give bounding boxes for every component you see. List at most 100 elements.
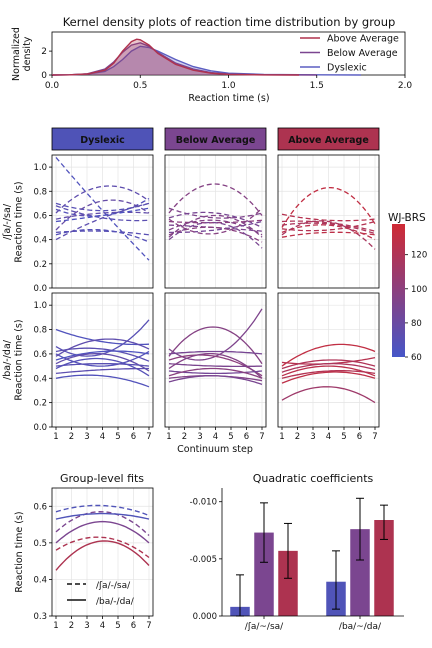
- facet-fit-line: [281, 370, 376, 379]
- facet-panel: [164, 154, 267, 289]
- group-fit-line: [55, 536, 150, 559]
- density-x-tick-label: 0.5: [133, 81, 147, 91]
- group-fit-line: [55, 510, 150, 537]
- row-label-sh-sa-line: Reaction time (s): [14, 181, 25, 262]
- facet-x-tick-label: 7: [372, 432, 377, 442]
- facet-fit-line: [55, 197, 150, 217]
- group-fits-x-tick-label: 5: [115, 621, 120, 631]
- coefficient-bar: [278, 550, 298, 616]
- row-label-sh-sa: /ʃa/-/sa/Reaction time (s): [2, 181, 25, 262]
- group-fits-y-tick-label: 0.4: [33, 575, 47, 585]
- density-x-tick-label: 1.0: [221, 81, 236, 91]
- facet-fit-line: [55, 156, 150, 261]
- coefficient-bar: [374, 520, 394, 616]
- coefficients-y-tick-label: -0.005: [190, 555, 217, 565]
- group-fits-y-label: Reaction time (s): [14, 511, 25, 592]
- group-fits-legend-label: /ba/-/da/: [96, 597, 135, 607]
- facet-header-2: [164, 127, 267, 151]
- group-fits-x-tick-label: 4: [100, 621, 105, 631]
- facet-fit-line: [55, 202, 150, 241]
- facet-x-tick-label: 3: [84, 432, 89, 442]
- coefficients-y-tick-label: 0.000: [193, 612, 217, 622]
- facet-y-tick-label: 0.0: [33, 423, 47, 433]
- facet-x-tick-label: 1: [166, 432, 171, 442]
- facet-fit-line: [55, 350, 150, 367]
- facet-header-3: [277, 127, 380, 151]
- facet-fit-line: [55, 357, 150, 377]
- density-y-tick-label: 0: [41, 71, 47, 81]
- facet-x-tick-label: 4: [326, 432, 331, 442]
- density-legend-label: Below Average: [327, 48, 398, 59]
- facet-fit-line: [168, 350, 263, 355]
- facet-fit-line: [168, 352, 263, 379]
- density-panel: Kernel density plots of reaction time di…: [11, 15, 412, 104]
- facet-y-tick-label: 0.4: [33, 374, 47, 384]
- facet-y-tick-label: 1.0: [33, 301, 47, 311]
- facet-x-tick-label: 4: [213, 432, 218, 442]
- coefficients-y-tick-label: -0.010: [190, 498, 217, 508]
- group-fits-legend-label: /ʃa/-/sa/: [96, 581, 131, 591]
- facet-fit-line: [55, 350, 150, 361]
- group-fit-line: [55, 540, 150, 571]
- group-fits-y-tick-label: 0.6: [33, 502, 47, 512]
- facet-fit-line: [168, 219, 263, 236]
- facet-frame: [164, 154, 267, 289]
- colorbar-bar: [392, 224, 405, 357]
- facet-fit-line: [168, 207, 263, 219]
- facet-panel: [277, 154, 380, 289]
- facet-y-tick-label: 0.4: [33, 236, 47, 246]
- colorbar-label: WJ-BRS: [388, 212, 426, 224]
- row-label-ba-da-line: /ba/-/da/: [2, 339, 13, 380]
- colorbar-tick-label: 100: [411, 285, 427, 295]
- colorbar: WJ-BRS 60 80 100 120: [388, 212, 427, 363]
- colorbar-tick-label: 120: [411, 251, 427, 261]
- facet-x-tick-label: 7: [259, 432, 264, 442]
- density-fill: [52, 42, 317, 75]
- coefficients-x-tick-label: /ʃa/~/sa/: [245, 622, 284, 632]
- facet-fit-line: [281, 224, 376, 241]
- facet-fit-line: [168, 367, 263, 379]
- density-legend-label: Dyslexic: [327, 63, 367, 74]
- facet-y-tick-label: 0.2: [33, 399, 47, 409]
- group-fits-y-tick-label: 0.5: [33, 539, 47, 549]
- facet-y-tick-label: 1.0: [33, 163, 47, 173]
- facet-fit-line: [55, 338, 150, 357]
- facet-fit-line: [168, 207, 263, 235]
- facet-fit-line: [55, 347, 150, 362]
- facet-x-tick-label: 2: [69, 432, 74, 442]
- group-fits-x-tick-label: 6: [131, 621, 136, 631]
- facet-fit-line: [281, 186, 376, 228]
- facet-x-tick-label: 5: [341, 432, 346, 442]
- density-line: [51, 38, 300, 76]
- facet-fit-line: [168, 326, 263, 365]
- facet-panel: 0.0 0.2 0.4 0.6 0.8 1.0 1 2 3 4 5 6 7: [33, 292, 154, 442]
- facet-fit-line: [55, 363, 150, 367]
- facet-y-tick-label: 0.6: [33, 211, 47, 221]
- facet-fit-line: [55, 328, 150, 346]
- facet-fit-line: [55, 185, 150, 214]
- group-fits-title: Group-level fits: [60, 472, 144, 485]
- facet-fit-line: [281, 343, 376, 367]
- coefficients-x-tick-label: /ba/~/da/: [339, 622, 382, 632]
- facet-x-tick-label: 6: [357, 432, 362, 442]
- facet-fit-line: [55, 353, 150, 372]
- facet-frame: [277, 154, 380, 289]
- facet-y-tick-label: 0.8: [33, 326, 47, 336]
- colorbar-tick-label: 80: [411, 319, 422, 329]
- group-fits-x-tick-label: 1: [53, 621, 58, 631]
- density-x-label: Reaction time (s): [188, 93, 269, 104]
- density-x-tick-label: 2.0: [398, 81, 413, 91]
- facet-x-tick-label: 2: [182, 432, 187, 442]
- facet-y-tick-label: 0.2: [33, 260, 47, 270]
- group-fits-x-tick-label: 2: [69, 621, 74, 631]
- facet-x-tick-label: 1: [53, 432, 58, 442]
- facet-fit-line: [55, 374, 150, 388]
- facet-y-tick-label: 0.0: [33, 284, 47, 294]
- facet-fit-line: [281, 362, 376, 373]
- facet-fit-line: [281, 365, 376, 377]
- density-y-tick-label: 2: [41, 47, 47, 57]
- row-label-ba-da-line: Reaction time (s): [14, 319, 25, 400]
- facet-header-label: Below Average: [176, 135, 256, 146]
